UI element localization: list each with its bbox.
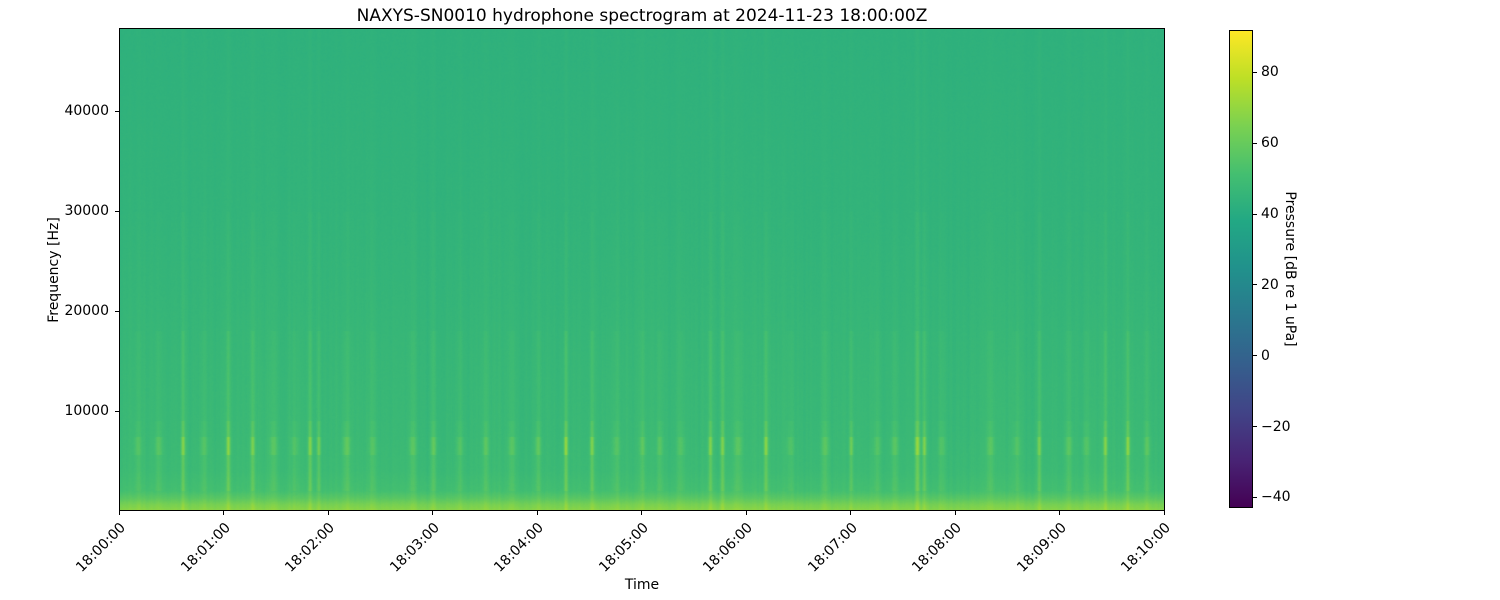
colorbar-tick-mark — [1253, 355, 1257, 357]
colorbar-tick-mark — [1253, 284, 1257, 286]
x-tick-label-text: 18:05:00 — [595, 519, 652, 576]
x-tick-label-text: 18:00:00 — [73, 519, 129, 576]
colorbar-tick-label: 60 — [1261, 135, 1279, 152]
x-tick-mark — [432, 511, 433, 515]
x-tick-label-text: 18:02:00 — [282, 519, 338, 576]
x-tick-label-text: 18:06:00 — [700, 519, 756, 576]
y-tick-label: 10000 — [64, 403, 109, 419]
colorbar-label: Pressure [dB re 1 uPa] — [1282, 191, 1298, 347]
colorbar-tick-label: 80 — [1261, 64, 1279, 81]
x-tick-mark — [745, 511, 747, 515]
y-tick-mark — [115, 410, 119, 412]
y-tick-label: 30000 — [64, 203, 109, 219]
x-tick-label-text: 18:09:00 — [1013, 519, 1070, 576]
colorbar-tick-label: −40 — [1261, 489, 1291, 506]
chart-title: NAXYS-SN0010 hydrophone spectrogram at 2… — [356, 6, 928, 26]
x-tick-mark — [850, 511, 851, 515]
x-tick-label-text: 18:01:00 — [177, 519, 234, 576]
spectrogram-plot-area — [119, 28, 1165, 511]
x-tick-mark — [1059, 511, 1060, 515]
colorbar-tick-mark — [1253, 213, 1257, 215]
x-tick-mark — [327, 511, 329, 515]
colorbar-tick-label: −20 — [1261, 418, 1291, 435]
x-tick-label-text: 18:08:00 — [909, 519, 965, 576]
x-tick-label-text: 18:10:00 — [1118, 519, 1174, 576]
x-tick-mark — [641, 511, 642, 515]
colorbar — [1229, 30, 1253, 508]
colorbar-tick-label: 0 — [1261, 347, 1270, 364]
x-tick-label-text: 18:07:00 — [804, 519, 861, 576]
x-tick-label-text: 18:04:00 — [491, 519, 547, 576]
colorbar-tick-label: 20 — [1261, 276, 1279, 293]
x-axis-label: Time — [624, 577, 660, 593]
colorbar-tick-mark — [1253, 426, 1257, 428]
y-tick-label: 20000 — [64, 303, 109, 319]
colorbar-tick-label: 40 — [1261, 206, 1279, 223]
x-tick-label-text: 18:03:00 — [386, 519, 443, 576]
spectrogram-canvas — [120, 29, 1164, 510]
y-tick-mark — [115, 310, 119, 312]
y-tick-mark — [115, 110, 119, 112]
colorbar-tick-mark — [1253, 142, 1257, 144]
colorbar-tick-mark — [1253, 496, 1257, 498]
x-tick-mark — [118, 511, 120, 515]
x-tick-mark — [223, 511, 224, 515]
colorbar-tick-mark — [1253, 71, 1257, 73]
x-tick-mark — [954, 511, 956, 515]
y-tick-mark — [115, 210, 119, 212]
y-tick-label: 40000 — [64, 103, 109, 119]
x-tick-mark — [536, 511, 538, 515]
x-tick-mark — [1163, 511, 1165, 515]
